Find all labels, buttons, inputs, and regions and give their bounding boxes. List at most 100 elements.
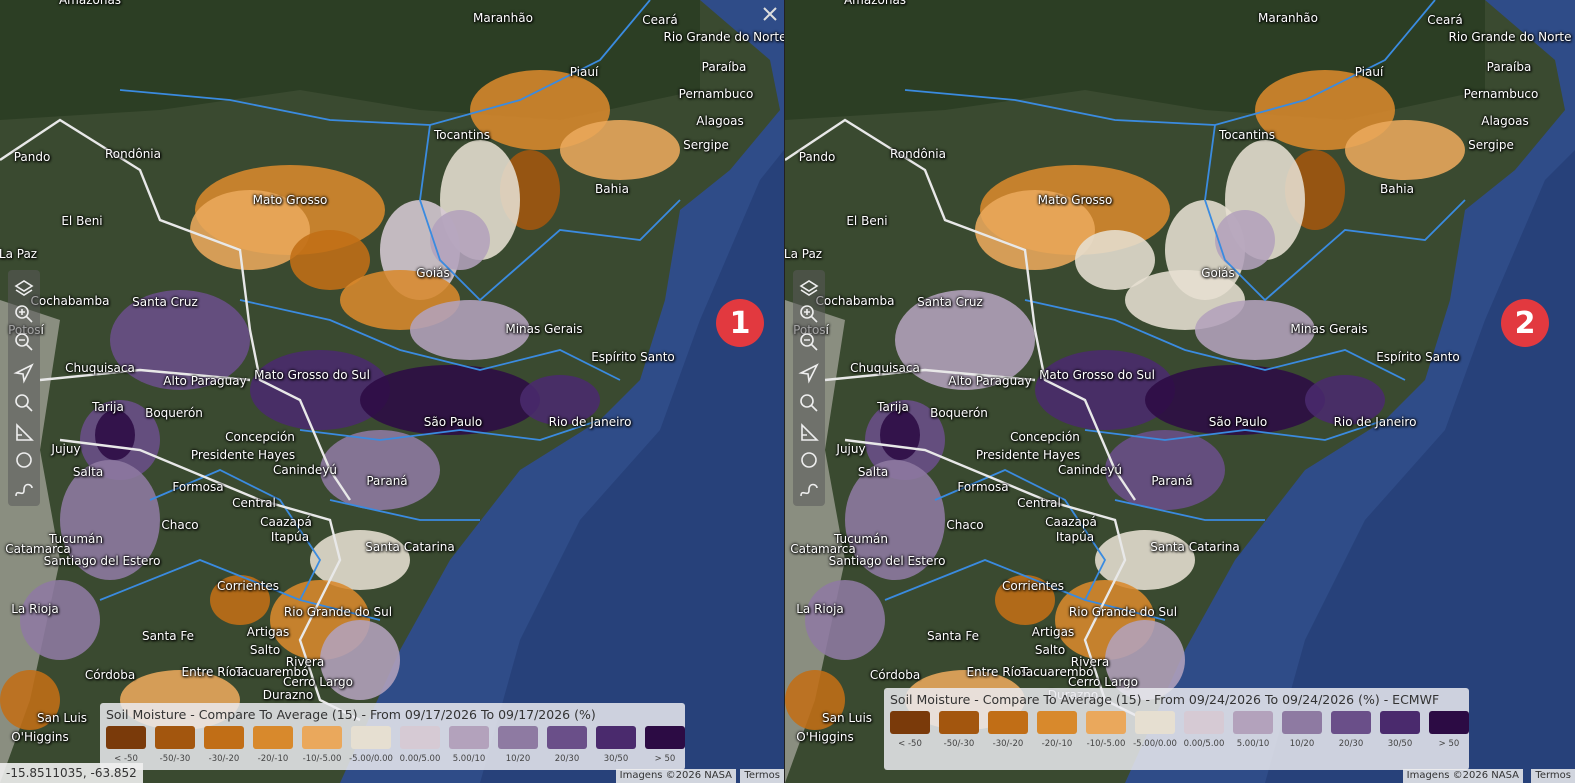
legend-swatch bbox=[988, 711, 1028, 734]
legend-swatch bbox=[1429, 711, 1469, 734]
icon-shape bbox=[810, 404, 818, 412]
moisture-region bbox=[20, 580, 100, 660]
place-label: Sergipe bbox=[683, 138, 729, 152]
legend-label: 30/50 bbox=[1387, 739, 1413, 749]
terms-link[interactable]: Termos bbox=[740, 769, 784, 783]
legend-label: 0.00/5.00 bbox=[1183, 739, 1225, 749]
place-label: Espírito Santo bbox=[591, 350, 675, 364]
legend-title: Soil Moisture - Compare To Average (15) … bbox=[106, 707, 596, 722]
place-label: Rondônia bbox=[105, 147, 161, 161]
place-label: Goiás bbox=[416, 266, 450, 280]
place-label: São Paulo bbox=[423, 415, 483, 429]
legend-item: -10/-5.00 bbox=[1086, 711, 1126, 749]
place-label: Itapúa bbox=[270, 530, 310, 544]
moisture-region bbox=[845, 460, 945, 580]
legend-label: 0.00/5.00 bbox=[399, 754, 441, 764]
toolbar-icon[interactable] bbox=[800, 333, 818, 351]
place-label: Rio Grande do Norte bbox=[663, 30, 784, 44]
icon-shape bbox=[25, 404, 33, 412]
place-label: Paraíba bbox=[701, 60, 747, 74]
legend-item: -10/-5.00 bbox=[302, 726, 342, 764]
place-label: Amazonas bbox=[58, 0, 122, 7]
legend-item: 20/30 bbox=[1331, 711, 1371, 749]
map-layer bbox=[785, 0, 1575, 783]
legend-label: 20/30 bbox=[1338, 739, 1364, 749]
legend-item: 5.00/10 bbox=[1233, 711, 1273, 749]
toolbar-icon[interactable] bbox=[15, 394, 33, 412]
close-button[interactable] bbox=[760, 4, 780, 24]
moisture-region bbox=[1095, 530, 1195, 590]
toolbar-icon[interactable] bbox=[800, 394, 818, 412]
place-label: Paraná bbox=[1151, 474, 1193, 488]
toolbar-icon[interactable] bbox=[14, 280, 34, 296]
place-label: Rio Grande do Sul bbox=[283, 605, 393, 619]
place-label: La Rioja bbox=[11, 602, 59, 616]
icon-shape bbox=[800, 333, 814, 347]
toolbar-icon[interactable] bbox=[15, 305, 33, 323]
moisture-region bbox=[995, 575, 1055, 625]
place-label: Mato Grosso do Sul bbox=[254, 368, 370, 382]
moisture-region bbox=[1195, 300, 1315, 360]
moisture-region bbox=[975, 190, 1095, 270]
toolbar-icon[interactable] bbox=[16, 452, 32, 468]
toolbar-icon[interactable] bbox=[799, 280, 819, 296]
place-label: Cochabamba bbox=[30, 294, 110, 308]
toolbar-icon[interactable] bbox=[801, 423, 819, 441]
place-label: El Beni bbox=[846, 214, 888, 228]
moisture-region bbox=[320, 620, 400, 700]
place-label: Santiago del Estero bbox=[828, 554, 946, 568]
toolbar-icon[interactable] bbox=[13, 363, 34, 384]
legend-label: < -50 bbox=[114, 754, 138, 764]
place-label: Rio de Janeiro bbox=[1333, 415, 1417, 429]
terms-link[interactable]: Termos bbox=[1531, 769, 1575, 783]
toolbar-icon[interactable] bbox=[800, 483, 818, 497]
place-label: Espírito Santo bbox=[1376, 350, 1460, 364]
toolbar-icon[interactable] bbox=[15, 333, 33, 351]
moisture-region bbox=[0, 670, 60, 730]
state-border bbox=[419, 124, 681, 302]
place-label: Artigas bbox=[246, 625, 290, 639]
moisture-region bbox=[1035, 350, 1175, 430]
legend-label: -30/-20 bbox=[208, 754, 240, 764]
toolbar-icon[interactable] bbox=[798, 363, 819, 384]
toolbar-icon[interactable] bbox=[16, 423, 34, 441]
state-border bbox=[329, 499, 480, 521]
legend-label: > 50 bbox=[1438, 739, 1460, 749]
place-label: Corrientes bbox=[216, 579, 280, 593]
moisture-region bbox=[60, 460, 160, 580]
moisture-region bbox=[1305, 375, 1385, 425]
place-label: Ceará bbox=[642, 13, 678, 27]
moisture-region bbox=[290, 230, 370, 290]
icon-shape bbox=[13, 363, 34, 384]
toolbar-icon[interactable] bbox=[800, 305, 818, 323]
legend-item: -30/-20 bbox=[204, 726, 244, 764]
legend-item: -50/-30 bbox=[155, 726, 195, 764]
state-border bbox=[239, 299, 621, 381]
legend-item: > 50 bbox=[645, 726, 685, 764]
toolbar-icon[interactable] bbox=[801, 452, 817, 468]
place-label: Santa Cruz bbox=[917, 295, 983, 309]
place-label: Formosa bbox=[172, 480, 224, 494]
place-label: Piauí bbox=[569, 65, 599, 79]
place-label: Formosa bbox=[957, 480, 1009, 494]
place-label: Concepción bbox=[225, 430, 295, 444]
moisture-region bbox=[560, 120, 680, 180]
legend-swatches: < -50 -50/-30 -30/-20 -20/-10 -10/-5.00 -5.00… bbox=[890, 711, 1469, 749]
legend-item: -30/-20 bbox=[988, 711, 1028, 749]
legend-swatch bbox=[1086, 711, 1126, 734]
icon-shape bbox=[15, 305, 29, 319]
moisture-region bbox=[895, 290, 1035, 390]
place-label: Santa Catarina bbox=[1150, 540, 1240, 554]
toolbar-icon[interactable] bbox=[15, 483, 33, 497]
map-layer bbox=[0, 0, 784, 783]
legend-item: 30/50 bbox=[596, 726, 636, 764]
state-border bbox=[1114, 499, 1265, 521]
place-label: Mato Grosso bbox=[252, 193, 328, 207]
place-label: Paraíba bbox=[1486, 60, 1532, 74]
place-label: Tarija bbox=[877, 400, 909, 414]
legend-swatch bbox=[449, 726, 489, 749]
legend-item: -20/-10 bbox=[253, 726, 293, 764]
legend-item: < -50 bbox=[890, 711, 930, 749]
place-label: Santa Cruz bbox=[132, 295, 198, 309]
place-label: Corrientes bbox=[1001, 579, 1065, 593]
